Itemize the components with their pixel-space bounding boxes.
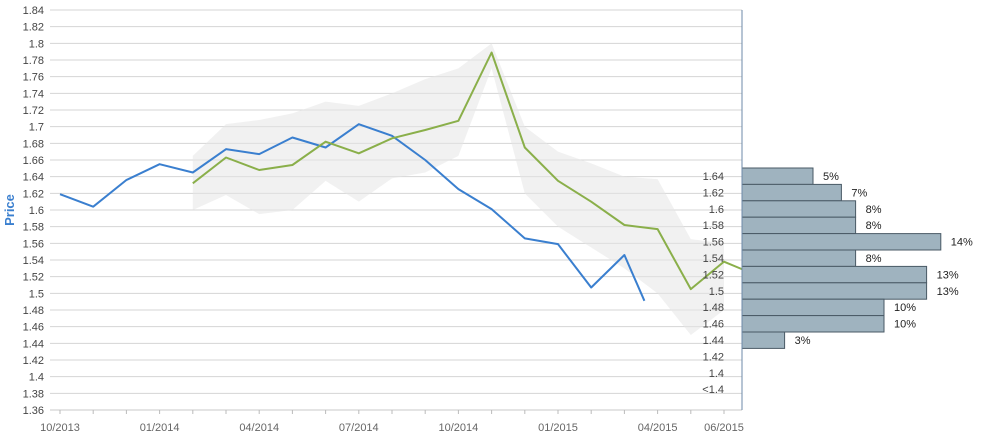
dist-category-label: 1.6	[709, 204, 724, 216]
y-tick-label: 1.52	[23, 272, 44, 284]
y-tick-label: 1.76	[23, 72, 44, 84]
series-line-1	[59, 123, 646, 302]
x-tick-label: 04/2014	[239, 422, 279, 434]
y-tick-label: 1.42	[23, 355, 44, 367]
dist-bar	[741, 249, 857, 267]
dist-bar	[741, 233, 942, 251]
y-tick-label: 1.58	[23, 222, 44, 234]
y-tick-label: 1.66	[23, 155, 44, 167]
dist-category-label: 1.44	[703, 335, 724, 347]
dist-bar	[741, 265, 928, 284]
x-tick-label: 01/2014	[140, 422, 180, 434]
dist-category-label: <1.4	[702, 384, 724, 396]
dist-bar	[741, 282, 928, 300]
dist-bar	[741, 315, 885, 333]
dist-category-label: 1.52	[703, 269, 724, 281]
y-tick-label: 1.64	[23, 172, 44, 184]
series-group	[59, 51, 745, 302]
y-tick-label: 1.46	[23, 322, 44, 334]
dist-bar-label: 8%	[866, 220, 882, 232]
dist-bar-label: 13%	[937, 269, 959, 281]
x-tick-label: 06/2015	[704, 422, 744, 434]
y-tick-label: 1.82	[23, 22, 44, 34]
y-tick-label: 1.62	[23, 188, 44, 200]
dist-bar-label: 3%	[795, 335, 811, 347]
dist-category-label: 1.64	[703, 171, 724, 183]
dist-bar	[741, 216, 857, 235]
dist-bar	[741, 331, 786, 349]
distribution-group: 1.64 5% 1.62 7% 1.6 8% 1.58 8% 1.56 14% 1.54 8% 1.52…	[702, 167, 973, 396]
y-tick-label: 1.4	[29, 372, 44, 384]
forecast-band	[192, 43, 725, 335]
y-tick-label: 1.74	[23, 88, 44, 100]
dist-category-label: 1.48	[703, 302, 724, 314]
dist-category-label: 1.5	[709, 286, 724, 298]
y-tick-label: 1.7	[29, 122, 44, 134]
dist-category-label: 1.62	[703, 187, 724, 199]
dist-bar	[741, 183, 842, 202]
dist-bar-label: 13%	[937, 286, 959, 298]
axes: 1.36 1.38 1.4 1.42 1.44 1.46 1.48 1.5 1.52 1.54 1.…	[23, 5, 744, 434]
y-tick-label: 1.78	[23, 55, 44, 67]
dist-bar-label: 8%	[866, 204, 882, 216]
dist-bar-label: 8%	[866, 253, 882, 265]
x-tick-label: 10/2013	[40, 422, 80, 434]
y-tick-label: 1.5	[29, 288, 44, 300]
forecast-band-area	[192, 43, 725, 335]
x-tick-label: 10/2014	[439, 422, 479, 434]
dist-bar-label: 5%	[823, 171, 839, 183]
dist-bar-label: 10%	[894, 302, 916, 314]
y-tick-label: 1.72	[23, 105, 44, 117]
y-tick-label: 1.44	[23, 338, 44, 350]
x-tick-label: 04/2015	[638, 422, 678, 434]
dist-category-label: 1.42	[703, 351, 724, 363]
y-tick-label: 1.36	[23, 405, 44, 417]
dist-category-label: 1.46	[703, 319, 724, 331]
series-line-2	[192, 51, 745, 291]
y-tick-label: 1.84	[23, 5, 44, 17]
dist-bar	[741, 200, 857, 218]
dist-bar-label: 7%	[851, 187, 867, 199]
x-tick-label: 01/2015	[538, 422, 578, 434]
dist-bar-label: 14%	[951, 237, 973, 249]
y-tick-label: 1.68	[23, 138, 44, 150]
dist-category-label: 1.4	[709, 368, 724, 380]
dist-category-label: 1.58	[703, 220, 724, 232]
dist-category-label: 1.54	[703, 253, 724, 265]
dist-bar	[741, 167, 814, 185]
dist-bar-label: 10%	[894, 319, 916, 331]
dist-bar	[741, 298, 885, 317]
dist-category-label: 1.56	[703, 237, 724, 249]
y-tick-label: 1.6	[29, 205, 44, 217]
y-tick-label: 1.56	[23, 238, 44, 250]
y-axis-title: Price	[2, 194, 17, 226]
y-tick-label: 1.8	[29, 38, 44, 50]
y-tick-label: 1.38	[23, 388, 44, 400]
y-tick-label: 1.48	[23, 305, 44, 317]
x-tick-label: 07/2014	[339, 422, 379, 434]
y-tick-label: 1.54	[23, 255, 44, 267]
